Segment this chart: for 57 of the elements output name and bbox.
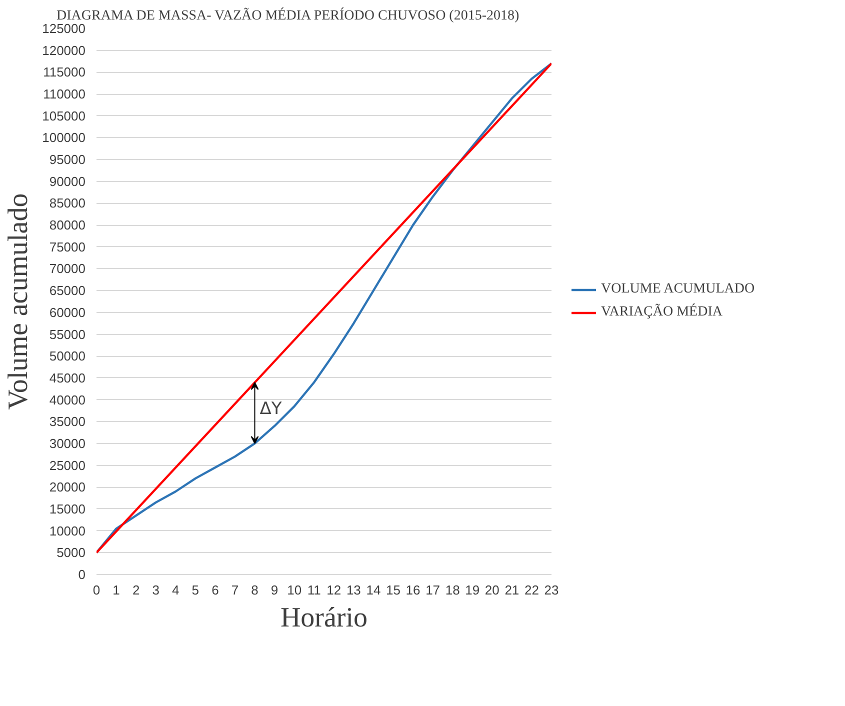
- x-tick-label: 16: [406, 582, 420, 598]
- y-tick-label: 75000: [49, 239, 86, 254]
- x-tick-label: 21: [504, 582, 520, 598]
- y-tick-label: 20000: [49, 480, 86, 495]
- x-tick-label: 0: [92, 582, 100, 598]
- y-tick-label: 100000: [42, 130, 86, 146]
- x-tick-label: 7: [231, 582, 239, 598]
- y-tick-label: 10000: [49, 523, 86, 538]
- chart-title: DIAGRAMA DE MASSA- VAZÃO MÉDIA PERÍODO CHUVOSO (2015-2018): [56, 6, 520, 24]
- y-tick-label: 55000: [49, 326, 86, 342]
- x-tick-label: 3: [152, 582, 160, 598]
- y-tick-label: 0: [78, 567, 86, 582]
- x-tick-label: 12: [326, 582, 342, 598]
- x-tick-label: 11: [307, 582, 321, 598]
- x-tick-label: 10: [287, 582, 302, 598]
- y-tick-label: 15000: [49, 501, 86, 516]
- y-tick-label: 5000: [56, 545, 86, 560]
- y-tick-label: 40000: [49, 392, 86, 408]
- x-axis-title: Horário: [280, 602, 368, 634]
- y-tick-label: 115000: [43, 64, 86, 80]
- legend-label: VARIAÇÃO MÉDIA: [601, 304, 722, 320]
- y-tick-label: 85000: [49, 196, 86, 211]
- y-tick-label: 80000: [49, 218, 86, 233]
- x-tick-label: 14: [366, 582, 381, 598]
- y-tick-label: 60000: [49, 304, 86, 320]
- x-tick-label: 23: [544, 582, 559, 598]
- y-tick-label: 30000: [49, 436, 86, 451]
- y-tick-label: 65000: [49, 283, 86, 298]
- x-tick-label: 17: [426, 582, 440, 598]
- annotation: ΔY: [260, 398, 282, 419]
- x-tick-label: 13: [346, 582, 361, 598]
- x-tick-label: 19: [465, 582, 480, 598]
- x-tick-label: 22: [524, 582, 539, 598]
- y-tick-label: 35000: [49, 414, 86, 430]
- y-tick-label: 105000: [42, 108, 86, 124]
- legend-label: VOLUME ACUMULADO: [601, 282, 755, 298]
- x-tick-label: 4: [172, 582, 180, 598]
- y-axis-title: Volume acumulado: [3, 193, 34, 410]
- line-series: [96, 62, 552, 554]
- y-tick-label: 25000: [49, 458, 86, 473]
- y-tick-label: 120000: [42, 42, 86, 58]
- y-tick-label: 50000: [49, 348, 86, 364]
- y-tick-label: 70000: [49, 261, 86, 276]
- x-tick-label: 18: [445, 582, 460, 598]
- x-tick-label: 9: [270, 582, 278, 598]
- x-tick-label: 20: [484, 582, 500, 598]
- y-tick-label: 90000: [49, 174, 86, 189]
- x-tick-label: 8: [251, 582, 258, 598]
- y-tick-label: 125000: [42, 21, 86, 36]
- y-tick-label: 110000: [43, 86, 86, 102]
- x-tick-label: 6: [212, 582, 219, 598]
- x-tick-label: 2: [132, 582, 140, 598]
- y-tick-label: 95000: [49, 152, 86, 168]
- x-tick-label: 15: [386, 582, 400, 598]
- y-tick-label: 45000: [49, 370, 86, 386]
- x-tick-label: 1: [112, 582, 120, 598]
- x-tick-label: 5: [192, 582, 200, 598]
